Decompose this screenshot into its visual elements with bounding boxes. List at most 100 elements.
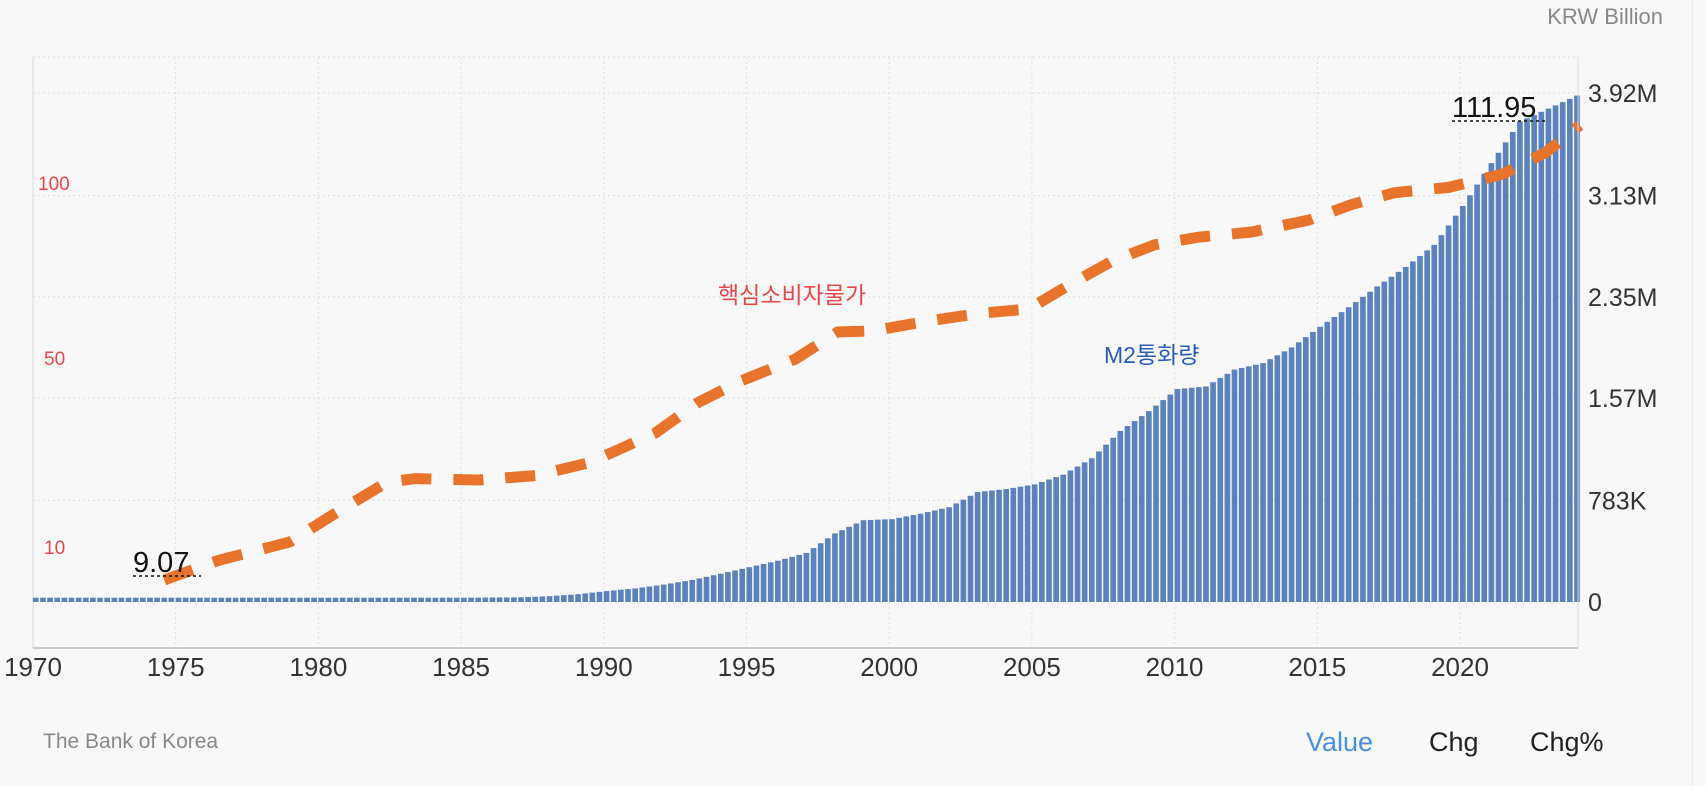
m2-bar	[1324, 321, 1331, 602]
m2-bar	[411, 597, 417, 602]
m2-bar	[860, 520, 867, 602]
m2-bar	[346, 597, 353, 602]
m2-bar	[232, 597, 239, 602]
right-axis-tick-label: 783K	[1588, 487, 1647, 515]
m2-bar	[1303, 337, 1309, 602]
m2-bar	[439, 597, 446, 602]
m2-bar	[553, 595, 560, 602]
m2-bar	[932, 510, 938, 602]
m2-bar	[1188, 387, 1195, 602]
m2-bar	[746, 567, 753, 602]
m2-bar	[782, 558, 788, 602]
m2-bar	[54, 597, 61, 602]
m2-bar	[354, 597, 360, 602]
x-tick-label: 1985	[432, 652, 490, 682]
m2-bar	[1552, 105, 1559, 603]
m2-bar	[1053, 477, 1059, 602]
right-axis-tick-label: 1.57M	[1588, 385, 1657, 413]
m2-bar	[1352, 302, 1359, 602]
tab-chg[interactable]: Chg	[1429, 727, 1479, 757]
m2-bar	[1024, 485, 1031, 602]
m2-bar	[582, 593, 589, 602]
m2-bar	[853, 523, 860, 602]
m2-bar	[1338, 312, 1345, 602]
m2-bar	[140, 597, 146, 602]
m2-bar	[1167, 394, 1174, 602]
m2-bar	[653, 585, 660, 602]
m2-bar	[1317, 326, 1323, 602]
m2-bar	[546, 596, 553, 602]
m2-bar	[618, 589, 624, 602]
m2-bar	[125, 597, 132, 602]
m2-bar	[418, 597, 424, 602]
m2-bar	[482, 597, 489, 602]
m2-bar	[154, 597, 160, 602]
cpi-series-label: 핵심소비자물가	[718, 282, 866, 308]
left-axis-tick-label: 50	[44, 349, 65, 370]
tab-value[interactable]: Value	[1306, 727, 1374, 757]
m2-bar	[75, 597, 82, 602]
m2-bar	[675, 582, 681, 602]
m2-bar	[596, 591, 603, 602]
unit-label: KRW Billion	[1547, 4, 1663, 29]
start-value-annotation: 9.07	[133, 547, 189, 579]
m2-bar	[389, 597, 396, 602]
x-tick-label: 1975	[147, 652, 205, 682]
m2-bar	[1039, 481, 1045, 602]
m2-bar	[1110, 437, 1117, 602]
m2-bar	[775, 560, 781, 602]
m2-bar	[1017, 486, 1024, 602]
m2-bar	[767, 562, 774, 602]
m2-bar	[803, 552, 810, 602]
tab-chg-percent[interactable]: Chg%	[1530, 727, 1604, 757]
m2-bar	[503, 597, 510, 602]
m2-bar	[753, 565, 760, 602]
m2-bar	[1331, 316, 1338, 602]
m2-bar	[989, 490, 995, 602]
m2-bar	[953, 503, 960, 602]
m2-bar	[1231, 369, 1238, 602]
m2-bar	[896, 517, 902, 602]
m2-bar	[1210, 382, 1216, 602]
m2-bar	[304, 597, 310, 602]
m2-bar	[1417, 255, 1423, 603]
m2-bar	[1174, 389, 1181, 602]
m2-bar	[118, 597, 125, 602]
m2-bar	[282, 597, 289, 602]
m2-bar	[660, 584, 667, 602]
m2-bar	[1217, 378, 1224, 602]
axes: 1970 1975 1980 1985 1990 1995 2000 2005 2010 2015…	[4, 57, 1657, 682]
m2-bar	[1196, 387, 1202, 602]
m2-bars	[33, 95, 1580, 603]
m2-bar	[903, 516, 910, 602]
m2-bar	[275, 597, 282, 602]
m2-bar	[40, 597, 46, 602]
m2-bar	[1124, 426, 1131, 602]
grid	[32, 56, 1578, 648]
m2-bar	[1381, 281, 1388, 602]
m2-bar	[1481, 173, 1488, 602]
m2-bar	[489, 597, 496, 602]
m2-bar	[1431, 244, 1438, 603]
m2-bar	[710, 575, 717, 602]
m2-bar	[1181, 388, 1188, 602]
m2-bar	[1488, 163, 1495, 602]
m2-bar	[147, 597, 153, 602]
x-tick-label: 2005	[1003, 652, 1061, 682]
m2-bar	[889, 519, 895, 602]
m2-bar	[839, 530, 845, 602]
m2-bar	[446, 597, 453, 602]
m2-bar	[1274, 355, 1281, 602]
m2-bar	[1524, 118, 1530, 602]
m2-bar	[239, 597, 246, 602]
m2-bar	[1509, 131, 1516, 602]
m2-bar	[1010, 487, 1017, 602]
m2-bar	[254, 597, 260, 602]
x-tick-label: 2000	[860, 652, 918, 682]
m2-bar	[1388, 276, 1395, 602]
m2-bar	[867, 519, 874, 602]
m2-bar	[289, 597, 296, 602]
m2-bar	[646, 586, 653, 602]
right-axis-tick-label: 3.92M	[1588, 80, 1657, 108]
